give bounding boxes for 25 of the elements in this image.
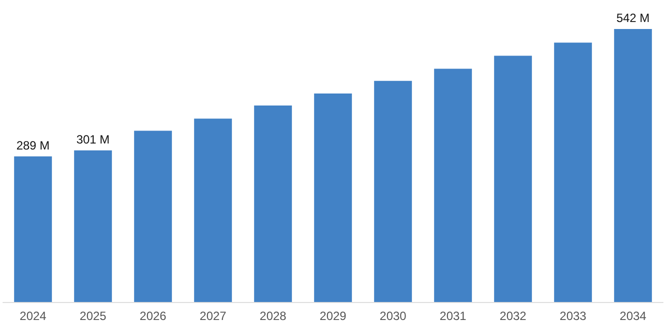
x-tick-label: 2025	[80, 309, 107, 323]
bar	[134, 130, 172, 302]
bar	[314, 93, 352, 302]
data-label: 301 M	[76, 132, 110, 146]
x-tick-label: 2032	[500, 309, 527, 323]
bar	[614, 29, 652, 302]
x-tick-label: 2030	[380, 309, 407, 323]
bar	[434, 68, 472, 302]
x-tick-label: 2034	[620, 309, 647, 323]
x-tick-label: 2033	[560, 309, 587, 323]
x-tick-label: 2028	[260, 309, 287, 323]
x-tick-label: 2027	[200, 309, 227, 323]
data-label: 289 M	[16, 138, 50, 152]
x-tick-label: 2031	[440, 309, 467, 323]
bar	[554, 42, 592, 302]
bar	[254, 106, 292, 302]
bar	[14, 156, 52, 302]
x-tick-label: 2024	[20, 309, 47, 323]
bar	[494, 56, 532, 302]
bar	[374, 80, 412, 302]
x-tick-label: 2029	[320, 309, 347, 323]
data-label: 542 M	[616, 11, 650, 25]
bar	[74, 150, 112, 302]
x-tick-label: 2026	[140, 309, 167, 323]
bar	[194, 118, 232, 302]
